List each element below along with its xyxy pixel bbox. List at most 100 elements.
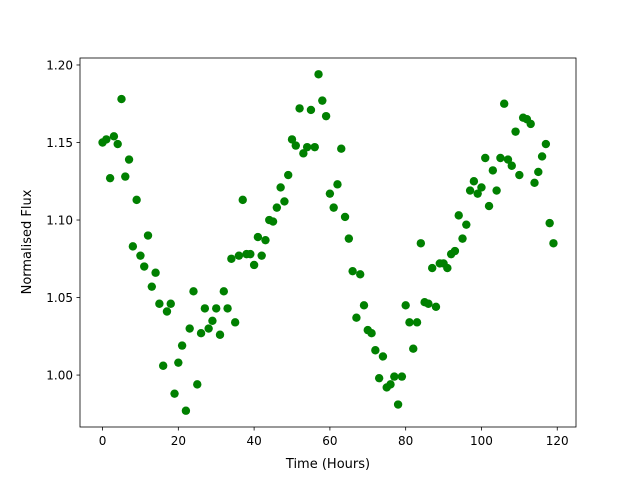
data-point — [193, 380, 202, 389]
data-point — [174, 358, 183, 367]
data-point — [212, 304, 221, 313]
x-tick-label: 20 — [171, 434, 186, 448]
data-point — [390, 372, 399, 381]
data-point — [158, 361, 168, 370]
data-point — [181, 406, 191, 415]
data-point — [215, 330, 225, 339]
data-point — [284, 170, 293, 180]
data-point — [128, 242, 138, 251]
data-point — [515, 170, 524, 180]
data-point — [374, 373, 384, 383]
data-point — [443, 263, 452, 273]
data-point — [291, 141, 300, 150]
data-point — [405, 318, 414, 327]
data-point — [102, 135, 111, 144]
data-point — [219, 287, 228, 296]
data-point — [117, 94, 126, 104]
data-point — [287, 135, 297, 144]
y-tick-label: 1.00 — [46, 369, 73, 383]
data-point — [329, 203, 338, 212]
data-point — [371, 346, 380, 355]
data-point — [465, 186, 475, 195]
data-point — [268, 217, 278, 226]
x-tick-label: 40 — [246, 434, 261, 448]
x-tick-label: 60 — [322, 434, 337, 448]
data-point — [484, 201, 494, 211]
data-point — [155, 299, 164, 308]
x-tick-label: 120 — [546, 434, 569, 448]
data-point — [473, 189, 482, 198]
data-point — [537, 152, 547, 161]
data-point — [200, 304, 210, 313]
data-point — [481, 153, 490, 163]
data-point — [428, 263, 437, 273]
data-point — [238, 195, 247, 205]
data-point — [249, 260, 259, 270]
data-point — [416, 239, 426, 248]
data-point — [121, 172, 130, 181]
data-point — [386, 380, 395, 389]
data-point — [507, 161, 516, 170]
data-point — [393, 400, 403, 409]
data-point — [253, 232, 263, 242]
data-point — [496, 153, 505, 163]
data-point — [431, 302, 441, 312]
data-point — [356, 270, 365, 279]
data-point — [503, 155, 513, 164]
y-axis-label: Normalised Flux — [20, 189, 35, 294]
y-tick-label: 1.20 — [46, 58, 73, 72]
y-axis-ticks: 1.00 1.05 1.10 1.15 1.20 — [46, 58, 80, 383]
data-point — [545, 218, 554, 228]
data-point — [477, 183, 486, 192]
data-point — [352, 313, 361, 322]
data-point — [223, 304, 232, 313]
data-point — [534, 167, 543, 177]
x-tick-label: 0 — [99, 434, 107, 448]
data-point — [367, 328, 376, 338]
axes-frame — [79, 57, 577, 428]
data-point — [140, 262, 149, 271]
data-point — [272, 203, 282, 212]
y-tick-label: 1.15 — [46, 136, 73, 150]
data-point — [314, 70, 323, 79]
data-point — [424, 299, 433, 308]
x-tick-label: 80 — [398, 434, 413, 448]
data-point — [344, 234, 354, 243]
data-point — [143, 231, 153, 240]
data-point — [348, 266, 357, 276]
data-point — [325, 189, 335, 198]
data-point — [299, 149, 308, 158]
data-point — [208, 316, 217, 325]
data-point — [306, 105, 316, 115]
data-point — [227, 254, 236, 263]
data-point — [170, 389, 179, 398]
data-point — [321, 111, 331, 121]
data-point — [105, 173, 115, 183]
data-point — [462, 220, 471, 229]
data-point — [151, 268, 160, 277]
x-axis-label: Time (Hours) — [285, 457, 370, 472]
data-point — [458, 234, 467, 243]
data-point — [257, 251, 266, 260]
data-point — [246, 249, 255, 259]
data-point — [189, 287, 198, 296]
y-tick-label: 1.10 — [46, 214, 73, 228]
data-point — [541, 139, 551, 149]
data-point — [412, 318, 422, 327]
data-point — [166, 299, 175, 308]
data-point — [132, 195, 141, 205]
data-point — [124, 155, 134, 164]
data-point — [230, 318, 240, 327]
data-point — [113, 139, 122, 149]
data-point — [359, 301, 369, 310]
data-point — [261, 235, 270, 245]
data-points — [98, 70, 558, 415]
data-point — [409, 344, 418, 353]
data-point — [492, 186, 501, 195]
x-axis-ticks: 0 20 40 60 80 100 120 — [99, 427, 569, 448]
data-point — [337, 144, 346, 153]
data-point — [295, 104, 304, 113]
data-point — [450, 246, 460, 256]
data-point — [234, 251, 244, 260]
